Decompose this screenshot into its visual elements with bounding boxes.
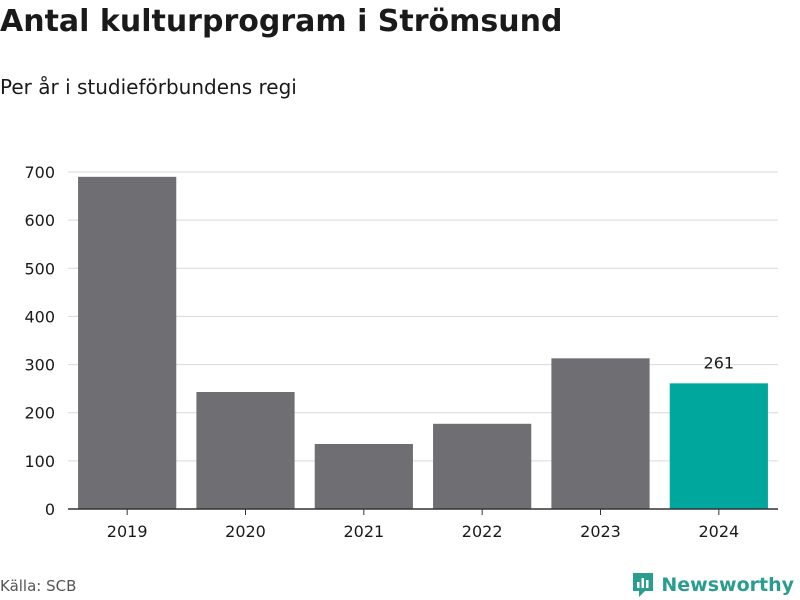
bar-2021	[314, 444, 413, 509]
y-tick-label: 600	[24, 211, 55, 230]
source-note: Källa: SCB	[0, 577, 77, 595]
data-labels: 261	[704, 353, 735, 372]
bar-2024	[669, 383, 768, 509]
x-tick-label: 2021	[343, 522, 384, 540]
gridlines	[68, 171, 778, 462]
y-tick-label: 0	[45, 500, 55, 519]
bar-2022	[433, 423, 532, 509]
axes: 0 100 200 300 400 500 600 700 2019 2020 2021 2022 20…	[24, 163, 778, 540]
x-tick-label: 2019	[107, 522, 148, 540]
bars	[78, 176, 768, 510]
brand-name: Newsworthy	[661, 574, 794, 596]
y-tick-label: 400	[24, 307, 55, 326]
bar-2019	[78, 176, 177, 510]
y-tick-label: 300	[24, 356, 55, 375]
y-tick-label: 200	[24, 404, 55, 423]
y-tick-label: 100	[24, 452, 55, 471]
brand-logo: Newsworthy	[631, 570, 794, 600]
chart-subtitle: Per år i studieförbundens regi	[0, 75, 297, 99]
bar-chart: 261 0 100 200 300 400 500 600 700 2019 2020 2021 20…	[24, 163, 778, 540]
x-tick-label: 2024	[698, 522, 739, 540]
x-tick-label: 2023	[580, 522, 621, 540]
data-label: 261	[704, 353, 735, 372]
bar-2023	[551, 358, 650, 509]
newsworthy-logo-icon	[633, 573, 654, 597]
x-tick-label: 2022	[462, 522, 503, 540]
chart-title: Antal kulturprogram i Strömsund	[0, 4, 563, 39]
x-tick-label: 2020	[225, 522, 266, 540]
y-tick-label: 700	[24, 163, 55, 182]
y-tick-label: 500	[24, 259, 55, 278]
bar-2020	[196, 392, 295, 509]
